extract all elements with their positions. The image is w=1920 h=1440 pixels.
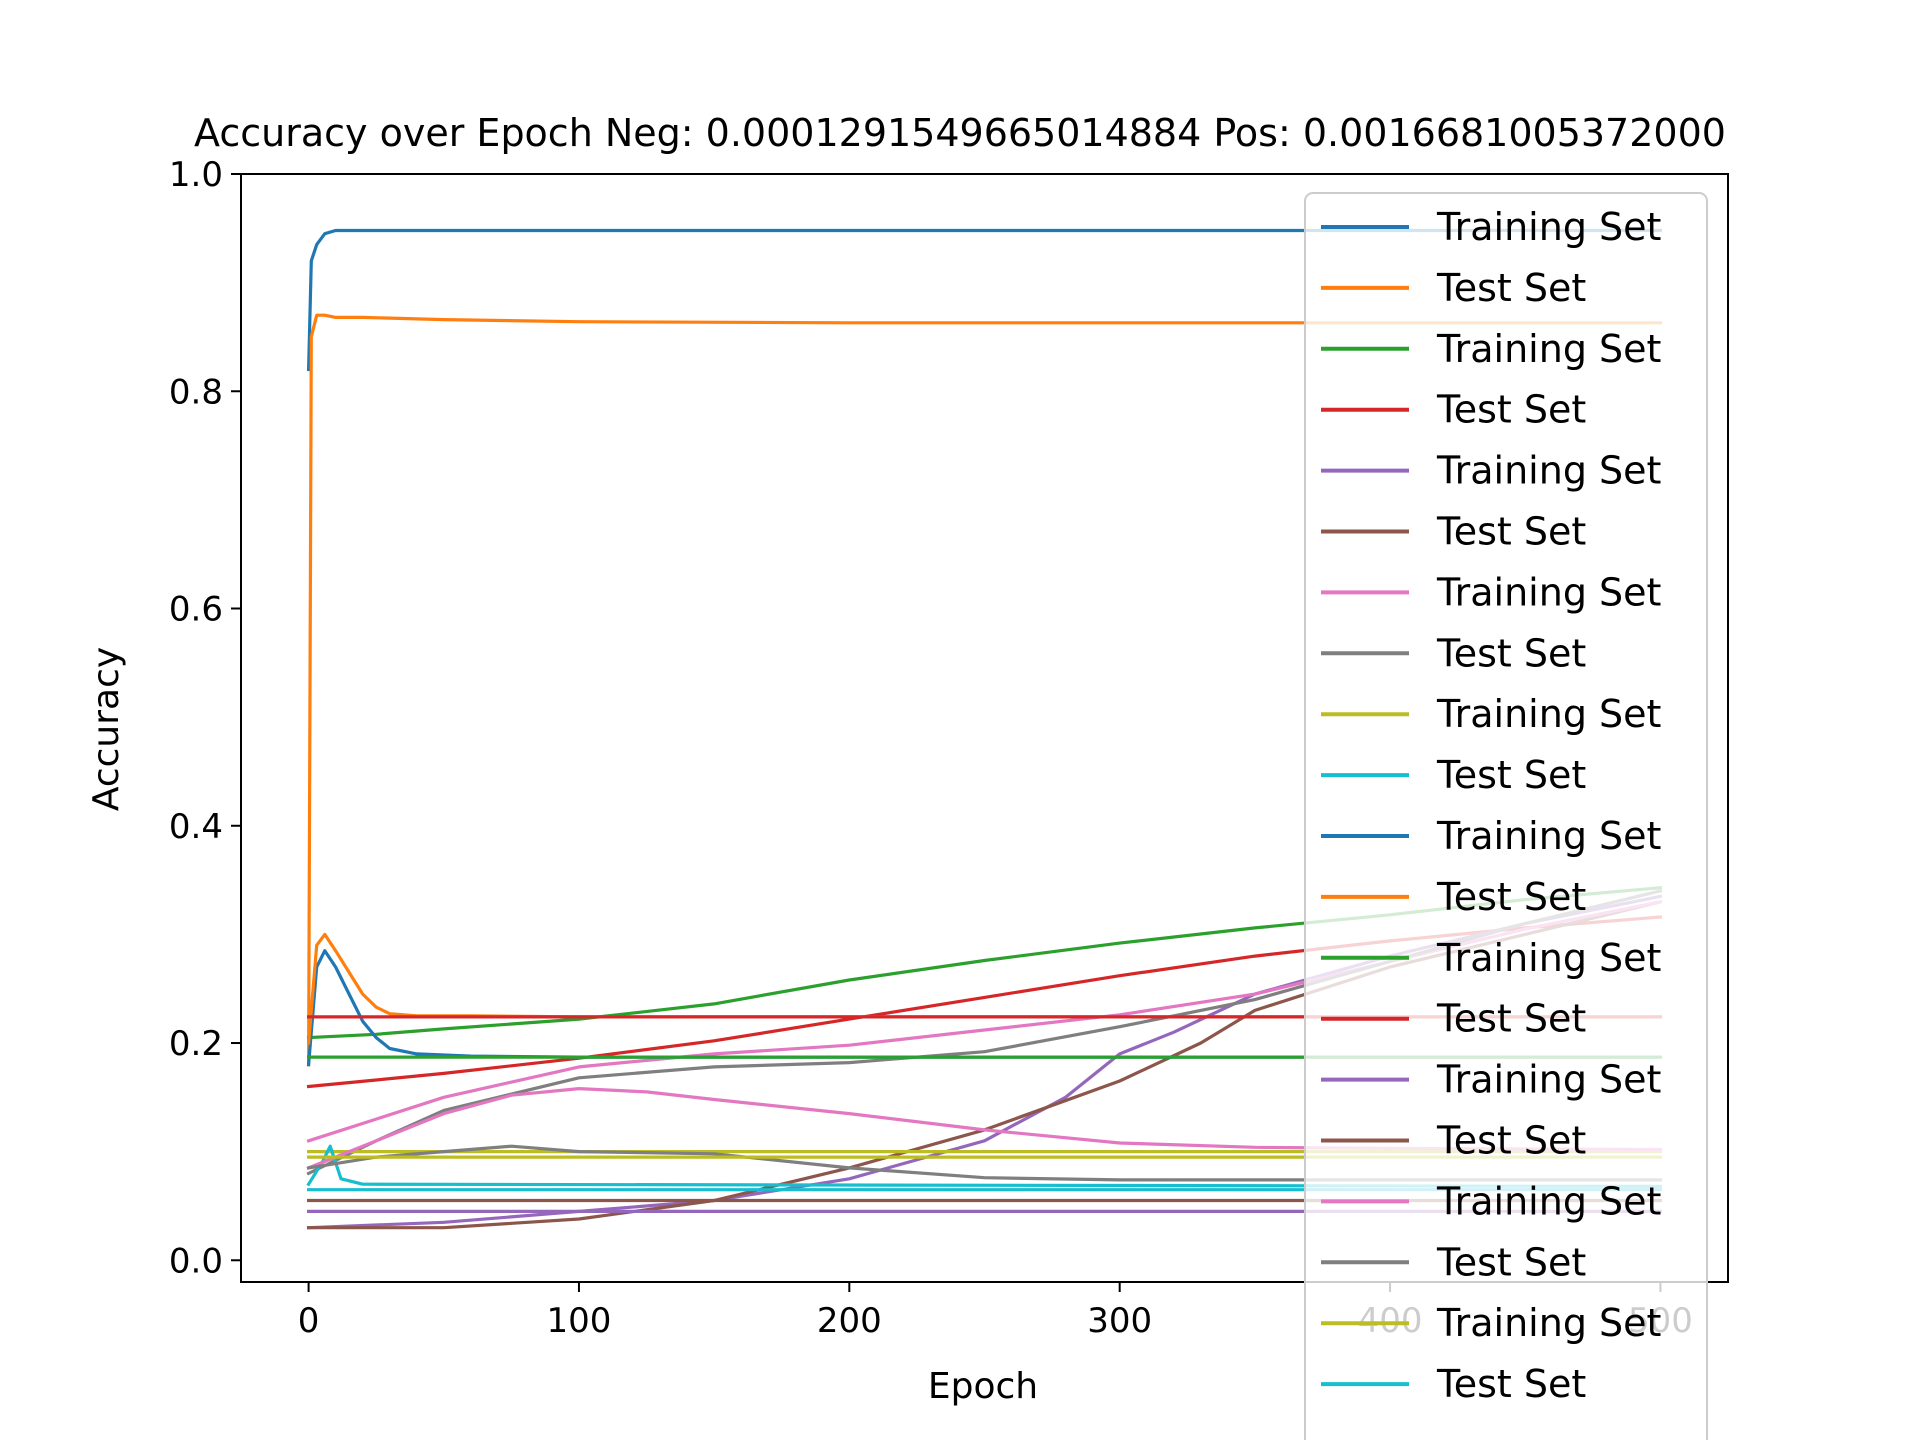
legend-entry-label: Training Set <box>1436 449 1661 493</box>
legend-entry-label: Training Set <box>1436 327 1661 371</box>
y-tick-label: 1.0 <box>169 155 223 195</box>
legend-entry-label: Test Set <box>1436 510 1586 554</box>
legend-entry-label: Training Set <box>1436 205 1661 249</box>
y-tick-label: 0.2 <box>169 1024 223 1064</box>
legend-entry-label: Test Set <box>1436 388 1586 432</box>
legend-entry-label: Test Set <box>1436 631 1586 675</box>
x-tick-label: 300 <box>1087 1301 1152 1341</box>
series-line-17 <box>306 1086 1663 1170</box>
y-tick-label: 0.8 <box>169 372 223 412</box>
legend: Training Set Test Set Training Set Test Set… <box>1304 192 1708 1440</box>
y-tick-label: 0.4 <box>169 807 223 847</box>
x-tick-label: 200 <box>817 1301 882 1341</box>
legend-box <box>1304 192 1708 1440</box>
x-axis-label: Epoch <box>928 1366 1038 1407</box>
legend-entry-label: Training Set <box>1436 936 1661 980</box>
x-tick-label: 0 <box>298 1301 320 1341</box>
axes-frame <box>240 173 1729 1283</box>
legend-entry-label: Test Set <box>1436 1240 1586 1284</box>
legend-entry-label: Training Set <box>1436 1179 1661 1223</box>
y-axis-label: Accuracy <box>86 647 127 811</box>
series-line-1 <box>306 228 1663 372</box>
y-tick-label: 0.6 <box>169 590 223 630</box>
legend-entry-label: Training Set <box>1436 814 1661 858</box>
legend-entry-label: Training Set <box>1436 570 1661 614</box>
legend-entry-label: Test Set <box>1436 1119 1586 1163</box>
legend-entry-label: Test Set <box>1436 266 1586 310</box>
legend-entry-label: Test Set <box>1436 875 1586 919</box>
series-line-18 <box>306 1144 1663 1182</box>
legend-entry-label: Training Set <box>1436 1301 1661 1345</box>
legend-entry-label: Training Set <box>1436 1058 1661 1102</box>
series-line-2 <box>306 313 1663 1067</box>
legend-entry-label: Training Set <box>1436 692 1661 736</box>
x-tick-label: 100 <box>547 1301 612 1341</box>
legend-entry-label: Test Set <box>1436 753 1586 797</box>
legend-entry-label: Test Set <box>1436 1362 1586 1406</box>
legend-entry-label: Test Set <box>1436 997 1586 1041</box>
y-tick-label: 0.0 <box>169 1241 223 1281</box>
chart-title: Accuracy over Epoch Neg: 0.0001291549665… <box>194 111 1726 155</box>
